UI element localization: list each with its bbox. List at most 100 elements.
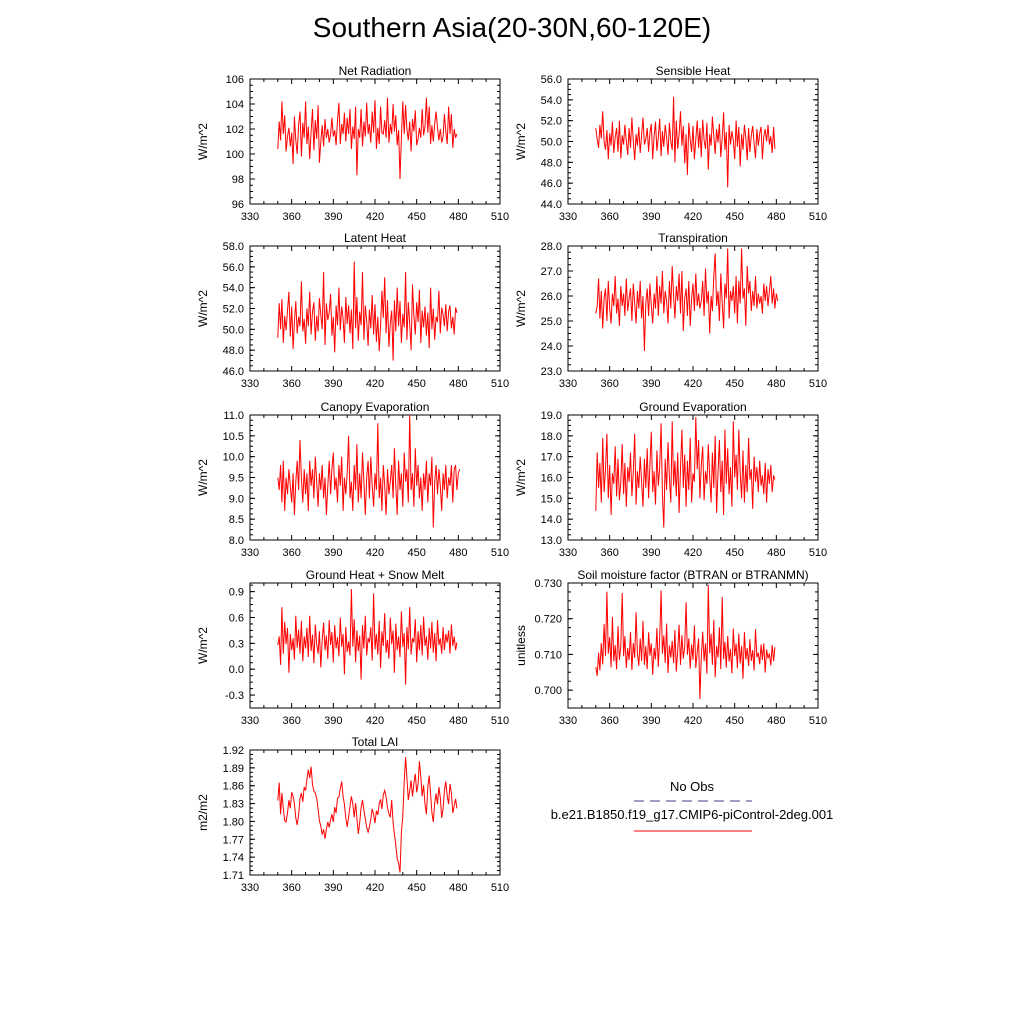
panel-5: Canopy Evaporation 330 360 390 420 450 480 510 8… [196,400,509,559]
panel-4: Transpiration 330 360 390 420 450 480 510 23.0 24… [514,231,827,390]
y-tick-label: 24.0 [541,341,562,353]
x-tick-label: 420 [366,211,384,223]
y-tick-label: 17.0 [541,452,562,464]
x-tick-label: 510 [491,378,509,390]
y-tick-label: 50.0 [223,324,244,336]
y-tick-label: 56.0 [223,262,244,274]
y-tick-label: 1.89 [223,763,244,775]
y-tick-label: 102 [226,124,244,136]
x-tick-label: 390 [324,882,342,894]
panel-9: Total LAI 330 360 390 420 450 480 510 1.71 1.74 1.… [196,735,509,894]
y-tick-label: 9.0 [229,493,244,505]
x-tick-label: 330 [241,882,259,894]
x-tick-label: 390 [642,211,660,223]
y-tick-label: 0.6 [229,612,244,624]
x-tick-label: 450 [407,547,425,559]
y-tick-label: 0.3 [229,638,244,650]
y-tick-label: 48.0 [223,345,244,357]
x-tick-label: 360 [282,211,300,223]
x-tick-label: 510 [491,547,509,559]
x-tick-label: 360 [600,211,618,223]
x-tick-label: 360 [282,715,300,727]
series-line [277,97,458,180]
y-axis-label: W/m^2 [514,459,528,496]
y-axis-label: m2/m2 [196,794,210,831]
x-tick-label: 330 [559,547,577,559]
panel-3: Latent Heat 330 360 390 420 450 480 510 46.0 48.0… [196,231,509,390]
y-tick-label: 0.0 [229,664,244,676]
x-tick-label: 420 [366,378,384,390]
panel-8: Soil moisture factor (BTRAN or BTRANMN) 3… [514,568,827,727]
panel-title: Total LAI [352,735,399,749]
x-tick-label: 330 [559,378,577,390]
x-tick-label: 480 [449,882,467,894]
x-tick-label: 390 [324,211,342,223]
x-tick-label: 510 [491,882,509,894]
x-tick-label: 480 [767,715,785,727]
x-tick-label: 510 [809,378,827,390]
y-tick-label: 8.5 [229,514,244,526]
y-tick-label: 0.700 [534,685,562,697]
x-tick-label: 420 [684,547,702,559]
x-tick-label: 330 [559,211,577,223]
series-line [277,414,461,528]
x-tick-label: 390 [642,378,660,390]
panel-title: Canopy Evaporation [321,400,430,414]
y-tick-label: 1.83 [223,799,244,811]
x-tick-label: 420 [684,715,702,727]
x-tick-label: 330 [241,715,259,727]
y-tick-label: 14.0 [541,514,562,526]
x-tick-label: 420 [366,715,384,727]
x-tick-label: 360 [600,378,618,390]
y-axis-label: W/m^2 [196,123,210,160]
panel-title: Net Radiation [339,64,412,78]
panel-title: Sensible Heat [656,64,731,78]
y-tick-label: 54.0 [541,95,562,107]
y-tick-label: 96 [232,199,244,211]
y-axis-label: W/m^2 [514,290,528,327]
y-tick-label: 46.0 [541,178,562,190]
y-tick-label: 10.0 [223,452,244,464]
panel-7: Ground Heat + Snow Melt 330 360 390 420 450 48… [196,568,509,727]
x-tick-label: 480 [449,378,467,390]
x-tick-label: 420 [366,547,384,559]
y-tick-label: 106 [226,74,244,86]
x-tick-label: 360 [282,547,300,559]
plot-frame [567,78,819,205]
x-tick-label: 510 [809,211,827,223]
y-tick-label: 100 [226,149,244,161]
x-tick-label: 390 [324,378,342,390]
y-tick-label: 50.0 [541,137,562,149]
x-tick-label: 450 [725,211,743,223]
x-tick-label: 330 [241,547,259,559]
y-tick-label: 23.0 [541,366,562,378]
y-tick-label: 26.0 [541,291,562,303]
x-tick-label: 360 [600,715,618,727]
y-tick-label: 10.5 [223,431,244,443]
x-tick-label: 360 [282,882,300,894]
y-tick-label: 104 [226,99,244,111]
x-tick-label: 450 [725,378,743,390]
x-tick-label: 330 [241,378,259,390]
y-tick-label: 46.0 [223,366,244,378]
y-tick-label: 0.730 [534,578,562,590]
x-tick-label: 450 [407,715,425,727]
y-tick-label: 16.0 [541,473,562,485]
y-tick-label: 54.0 [223,283,244,295]
y-tick-label: 58.0 [223,241,244,253]
x-tick-label: 510 [809,715,827,727]
y-tick-label: 8.0 [229,535,244,547]
y-tick-label: 15.0 [541,493,562,505]
y-tick-label: 11.0 [223,410,244,422]
y-tick-label: 18.0 [541,431,562,443]
x-tick-label: 390 [324,715,342,727]
x-tick-label: 480 [449,547,467,559]
x-tick-label: 360 [282,378,300,390]
y-tick-label: 0.720 [534,614,562,626]
page-title: Southern Asia(20-30N,60-120E) [312,12,712,43]
x-tick-label: 390 [642,547,660,559]
y-tick-label: 19.0 [541,410,562,422]
y-tick-label: 28.0 [541,241,562,253]
series-line [277,261,458,361]
